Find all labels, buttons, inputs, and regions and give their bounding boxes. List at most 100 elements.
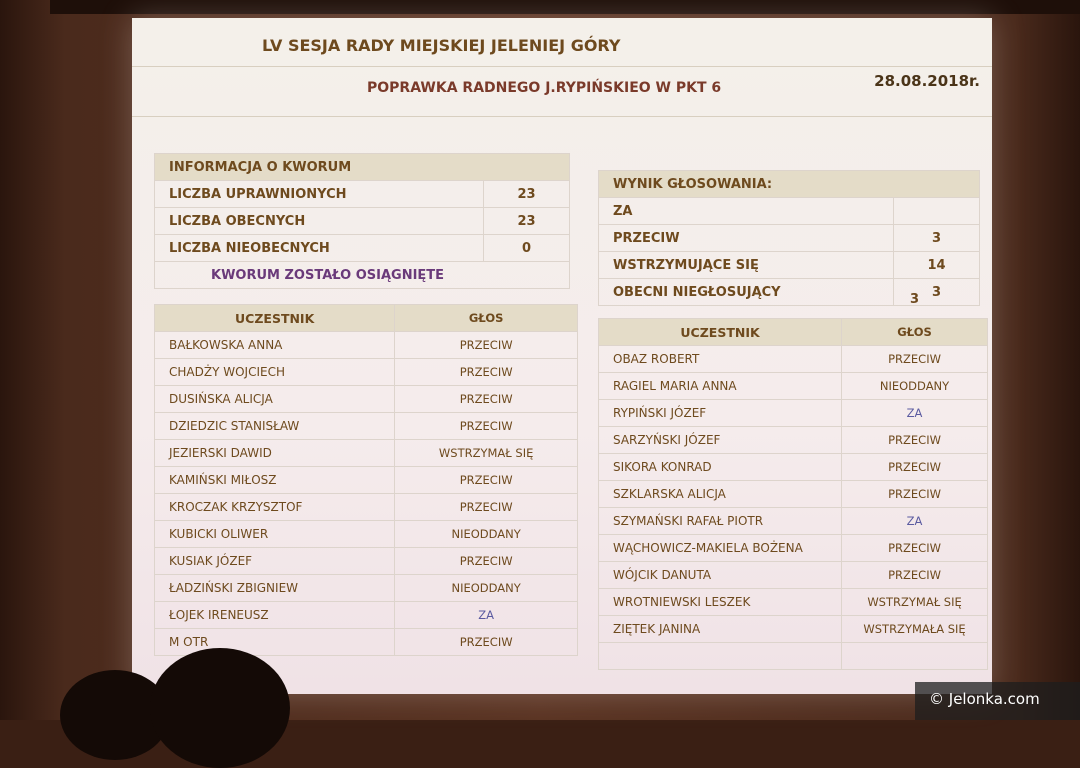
- vote-value: ZA: [841, 507, 988, 535]
- table-row: SARZYŃSKI JÓZEF PRZECIW: [597, 426, 988, 454]
- table-row: SIKORA KONRAD PRZECIW: [597, 453, 988, 481]
- participants-table-left: UCZESTNIK GŁOS BAŁKOWSKA ANNA PRZECIW CHADŻY…: [153, 304, 578, 656]
- participant-name: WĄCHOWICZ-MAKIELA BOŻENA: [597, 534, 843, 562]
- vote-value: PRZECIW: [394, 493, 578, 521]
- quorum-status: KWORUM ZOSTAŁO OSIĄGNIĘTE: [154, 261, 570, 289]
- result-value: 3: [893, 278, 980, 306]
- vote-value: PRZECIW: [394, 466, 578, 494]
- vote-value: PRZECIW: [841, 345, 988, 373]
- result-label: PRZECIW: [598, 224, 894, 252]
- quorum-heading: INFORMACJA O KWORUM: [154, 153, 570, 181]
- vote-value: ZA: [841, 399, 988, 427]
- quorum-value: 0: [483, 234, 570, 262]
- vote-value: PRZECIW: [394, 358, 578, 386]
- result-table: WYNIK GŁOSOWANIA: ZA PRZECIW 3 WSTRZYMUJĄ…: [598, 170, 980, 306]
- quorum-value: 23: [483, 207, 570, 235]
- result-heading: WYNIK GŁOSOWANIA:: [598, 170, 980, 198]
- table-row: DUSIŃSKA ALICJA PRZECIW: [153, 385, 578, 413]
- table-row: OBAZ ROBERT PRZECIW: [597, 345, 988, 373]
- session-date: 28.08.2018r.: [874, 72, 980, 90]
- table-row: DZIEDZIC STANISŁAW PRZECIW: [153, 412, 578, 440]
- table-row: JEZIERSKI DAWID WSTRZYMAŁ SIĘ: [153, 439, 578, 467]
- participant-name: [597, 642, 843, 670]
- vote-value: PRZECIW: [841, 534, 988, 562]
- vote-value: NIEODDANY: [394, 574, 578, 602]
- table-row: KUBICKI OLIWER NIEODDANY: [153, 520, 578, 548]
- column-header-participant: UCZESTNIK: [597, 318, 843, 346]
- vote-value: NIEODDANY: [394, 520, 578, 548]
- participant-name: ŁADZIŃSKI ZBIGNIEW: [153, 574, 396, 602]
- session-title: LV SESJA RADY MIEJSKIEJ JELENIEJ GÓRY: [262, 36, 621, 55]
- quorum-label: LICZBA UPRAWNIONYCH: [154, 180, 484, 208]
- table-row: ŁOJEK IRENEUSZ ZA: [153, 601, 578, 629]
- vote-value: PRZECIW: [394, 331, 578, 359]
- quorum-label: LICZBA OBECNYCH: [154, 207, 484, 235]
- participant-name: SIKORA KONRAD: [597, 453, 843, 481]
- divider: [132, 116, 992, 117]
- participant-name: RYPIŃSKI JÓZEF: [597, 399, 843, 427]
- participant-name: DZIEDZIC STANISŁAW: [153, 412, 396, 440]
- result-label: ZA: [598, 197, 894, 225]
- projection-screen: LV SESJA RADY MIEJSKIEJ JELENIEJ GÓRY 28…: [132, 18, 992, 694]
- participant-name: WÓJCIK DANUTA: [597, 561, 843, 589]
- table-row: SZKLARSKA ALICJA PRZECIW: [597, 480, 988, 508]
- vote-value: PRZECIW: [841, 426, 988, 454]
- participant-name: SARZYŃSKI JÓZEF: [597, 426, 843, 454]
- participant-name: ŁOJEK IRENEUSZ: [153, 601, 396, 629]
- participant-name: ZIĘTEK JANINA: [597, 615, 843, 643]
- result-value: 3: [910, 292, 920, 307]
- table-row: [597, 642, 988, 670]
- quorum-label: LICZBA NIEOBECNYCH: [154, 234, 484, 262]
- audience-head: [150, 648, 290, 768]
- watermark: © Jelonka.com: [915, 682, 1080, 720]
- column-header-participant: UCZESTNIK: [153, 304, 396, 332]
- result-label: OBECNI NIEGŁOSUJĄCY: [598, 278, 894, 306]
- vote-value: PRZECIW: [841, 561, 988, 589]
- column-header-vote: GŁOS: [841, 318, 988, 346]
- table-row: KROCZAK KRZYSZTOF PRZECIW: [153, 493, 578, 521]
- participant-name: OBAZ ROBERT: [597, 345, 843, 373]
- column-header-vote: GŁOS: [394, 304, 578, 332]
- participant-name: WROTNIEWSKI LESZEK: [597, 588, 843, 616]
- vote-value: WSTRZYMAŁ SIĘ: [394, 439, 578, 467]
- vote-subject: POPRAWKA RADNEGO J.RYPIŃSKIEO W PKT 6: [367, 80, 722, 96]
- divider: [132, 66, 992, 67]
- table-row: ZIĘTEK JANINA WSTRZYMAŁA SIĘ: [597, 615, 988, 643]
- table-row: RAGIEL MARIA ANNA NIEODDANY: [597, 372, 988, 400]
- participant-name: KROCZAK KRZYSZTOF: [153, 493, 396, 521]
- vote-value: NIEODDANY: [841, 372, 988, 400]
- participant-name: M OTR: [153, 628, 396, 656]
- quorum-table: INFORMACJA O KWORUM LICZBA UPRAWNIONYCH 2…: [154, 153, 570, 289]
- vote-value: ZA: [394, 601, 578, 629]
- vote-value: WSTRZYMAŁA SIĘ: [841, 615, 988, 643]
- participant-name: CHADŻY WOJCIECH: [153, 358, 396, 386]
- vote-value: PRZECIW: [394, 547, 578, 575]
- table-row: BAŁKOWSKA ANNA PRZECIW: [153, 331, 578, 359]
- result-value: 14: [893, 251, 980, 279]
- result-value: [893, 197, 980, 225]
- vote-value: [841, 642, 988, 670]
- table-row: KAMIŃSKI MIŁOSZ PRZECIW: [153, 466, 578, 494]
- table-row: WROTNIEWSKI LESZEK WSTRZYMAŁ SIĘ: [597, 588, 988, 616]
- participant-name: RAGIEL MARIA ANNA: [597, 372, 843, 400]
- participant-name: KUBICKI OLIWER: [153, 520, 396, 548]
- participant-name: KAMIŃSKI MIŁOSZ: [153, 466, 396, 494]
- table-row: KUSIAK JÓZEF PRZECIW: [153, 547, 578, 575]
- result-value: 3: [893, 224, 980, 252]
- screen-bar: [50, 0, 1080, 14]
- result-label: WSTRZYMUJĄCE SIĘ: [598, 251, 894, 279]
- vote-value: PRZECIW: [841, 453, 988, 481]
- table-row: WÓJCIK DANUTA PRZECIW: [597, 561, 988, 589]
- table-row: CHADŻY WOJCIECH PRZECIW: [153, 358, 578, 386]
- participant-name: SZKLARSKA ALICJA: [597, 480, 843, 508]
- vote-value: PRZECIW: [394, 628, 578, 656]
- participant-name: JEZIERSKI DAWID: [153, 439, 396, 467]
- table-row: WĄCHOWICZ-MAKIELA BOŻENA PRZECIW: [597, 534, 988, 562]
- participant-name: DUSIŃSKA ALICJA: [153, 385, 396, 413]
- participants-table-right: UCZESTNIK GŁOS OBAZ ROBERT PRZECIW RAGIEL MA…: [597, 318, 988, 670]
- participant-name: KUSIAK JÓZEF: [153, 547, 396, 575]
- participant-name: BAŁKOWSKA ANNA: [153, 331, 396, 359]
- table-row: ŁADZIŃSKI ZBIGNIEW NIEODDANY: [153, 574, 578, 602]
- vote-value: PRZECIW: [394, 412, 578, 440]
- table-row: SZYMAŃSKI RAFAŁ PIOTR ZA: [597, 507, 988, 535]
